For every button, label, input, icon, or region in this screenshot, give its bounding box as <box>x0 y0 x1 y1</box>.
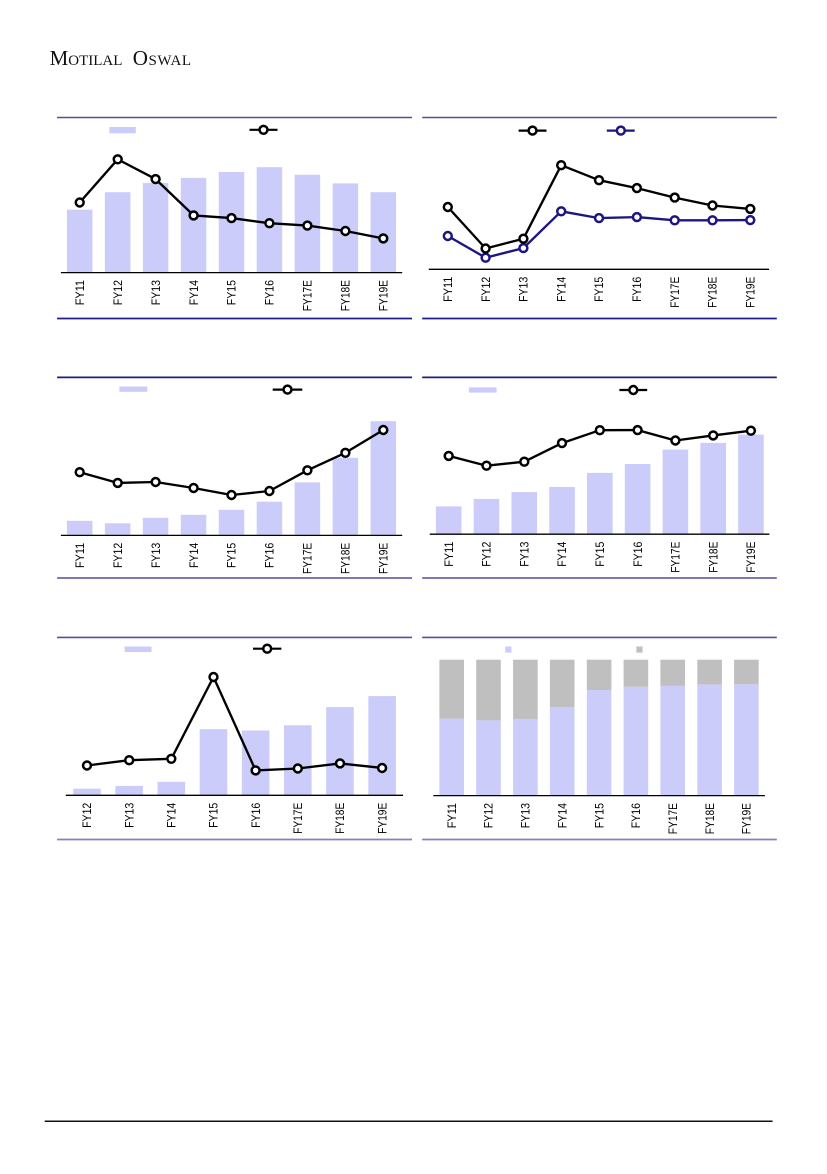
svg-text:FY17E: FY17E <box>671 541 683 572</box>
svg-text:FY18E: FY18E <box>341 280 353 311</box>
svg-text:FY18E: FY18E <box>705 803 717 834</box>
svg-text:FY11: FY11 <box>447 803 459 828</box>
svg-text:FY13: FY13 <box>521 803 533 828</box>
svg-text:FY18E: FY18E <box>341 543 353 574</box>
svg-text:FY19E: FY19E <box>746 541 758 572</box>
svg-text:FY19E: FY19E <box>379 280 391 311</box>
svg-text:FY12: FY12 <box>484 803 496 828</box>
svg-text:FY12: FY12 <box>82 803 94 828</box>
svg-text:FY14: FY14 <box>167 802 179 828</box>
svg-text:FY13: FY13 <box>151 280 163 305</box>
svg-text:FY16: FY16 <box>265 543 277 568</box>
svg-text:FY13: FY13 <box>124 803 136 828</box>
svg-text:FY13: FY13 <box>519 277 531 302</box>
svg-text:FY19E: FY19E <box>377 802 389 833</box>
svg-text:FY15: FY15 <box>595 542 607 567</box>
svg-text:FY14: FY14 <box>189 279 201 305</box>
svg-text:FY11: FY11 <box>75 543 87 568</box>
svg-text:FY17E: FY17E <box>670 276 682 307</box>
svg-text:FY16: FY16 <box>265 280 277 305</box>
svg-text:FY15: FY15 <box>227 280 239 305</box>
svg-text:FY15: FY15 <box>594 803 606 828</box>
svg-text:FY16: FY16 <box>633 542 645 567</box>
svg-text:FY19E: FY19E <box>742 803 754 834</box>
svg-text:FY12: FY12 <box>482 542 494 567</box>
svg-text:FY14: FY14 <box>556 276 568 302</box>
svg-text:FY18E: FY18E <box>708 276 720 307</box>
svg-text:FY16: FY16 <box>251 803 263 828</box>
svg-text:FY11: FY11 <box>444 542 456 567</box>
svg-text:FY12: FY12 <box>113 280 125 305</box>
svg-text:FY15: FY15 <box>209 803 221 828</box>
svg-text:FY19E: FY19E <box>746 276 758 307</box>
svg-text:FY19E: FY19E <box>379 543 391 574</box>
svg-text:FY15: FY15 <box>594 277 606 302</box>
svg-text:FY11: FY11 <box>443 277 455 302</box>
svg-text:FY16: FY16 <box>631 803 643 828</box>
svg-text:FY15: FY15 <box>227 543 239 568</box>
svg-text:FY13: FY13 <box>151 543 163 568</box>
svg-text:FY17E: FY17E <box>303 280 315 311</box>
svg-text:FY17E: FY17E <box>668 803 680 834</box>
svg-text:FY13: FY13 <box>520 542 532 567</box>
svg-text:FY18E: FY18E <box>708 541 720 572</box>
svg-text:FY11: FY11 <box>75 280 87 305</box>
svg-text:FY17E: FY17E <box>293 802 305 833</box>
svg-text:FY14: FY14 <box>557 802 569 828</box>
svg-text:FY12: FY12 <box>113 543 125 568</box>
svg-text:FY12: FY12 <box>481 277 493 302</box>
svg-text:FY14: FY14 <box>557 541 569 567</box>
svg-text:FY16: FY16 <box>632 277 644 302</box>
svg-text:FY18E: FY18E <box>335 802 347 833</box>
svg-text:FY17E: FY17E <box>303 543 315 574</box>
svg-text:FY14: FY14 <box>189 542 201 568</box>
